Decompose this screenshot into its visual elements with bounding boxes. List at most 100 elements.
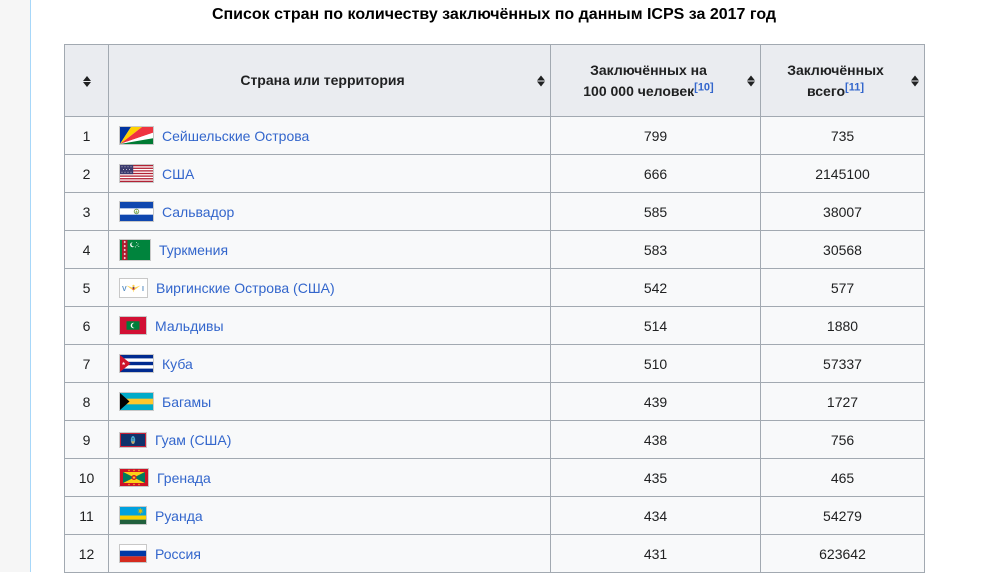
country-cell: Гуам (США) [109, 421, 551, 459]
rank-cell: 7 [65, 345, 109, 383]
column-header-country-label: Страна или территория [240, 72, 404, 88]
rank-cell: 10 [65, 459, 109, 497]
bahamas-flag-icon [120, 393, 153, 410]
total-cell: 57337 [761, 345, 925, 383]
rank-cell: 8 [65, 383, 109, 421]
country-cell: Сальвадор [109, 193, 551, 231]
country-link[interactable]: Россия [155, 546, 201, 562]
total-cell: 735 [761, 117, 925, 155]
column-header-total-label: Заключённых всего[11] [769, 60, 902, 102]
table-row: 7 Куба 510 57337 [65, 345, 925, 383]
country-link[interactable]: Туркмения [159, 242, 228, 258]
rate-cell: 431 [551, 535, 761, 573]
total-cell: 623642 [761, 535, 925, 573]
total-cell: 465 [761, 459, 925, 497]
country-cell: Куба [109, 345, 551, 383]
sort-icon[interactable] [83, 76, 91, 87]
country-cell: Гренада [109, 459, 551, 497]
country-link[interactable]: Гуам (США) [155, 432, 231, 448]
total-cell: 30568 [761, 231, 925, 269]
table-row: 6 Мальдивы 514 1880 [65, 307, 925, 345]
rank-cell: 1 [65, 117, 109, 155]
sort-icon[interactable] [747, 75, 755, 86]
country-link[interactable]: Гренада [157, 470, 211, 486]
country-cell: Виргинские Острова (США) [109, 269, 551, 307]
table-row: 10 Гренада 435 465 [65, 459, 925, 497]
guam-flag-icon [120, 433, 146, 447]
cuba-flag-icon [120, 355, 153, 372]
rate-cell: 514 [551, 307, 761, 345]
country-cell: Мальдивы [109, 307, 551, 345]
seychelles-flag-icon [120, 127, 153, 144]
reference-link-11[interactable]: [11] [845, 81, 864, 93]
country-link[interactable]: Багамы [162, 394, 211, 410]
table-row: 5 Виргинские Острова (США) 542 577 [65, 269, 925, 307]
rate-cell: 583 [551, 231, 761, 269]
country-cell: Россия [109, 535, 551, 573]
country-cell: США [109, 155, 551, 193]
rank-cell: 9 [65, 421, 109, 459]
rank-cell: 4 [65, 231, 109, 269]
country-link[interactable]: США [162, 166, 194, 182]
rate-cell: 510 [551, 345, 761, 383]
rank-cell: 11 [65, 497, 109, 535]
rank-cell: 3 [65, 193, 109, 231]
country-link[interactable]: Сальвадор [162, 204, 234, 220]
el-salvador-flag-icon [120, 202, 153, 221]
rwanda-flag-icon [120, 507, 146, 524]
total-cell: 756 [761, 421, 925, 459]
country-link[interactable]: Куба [162, 356, 193, 372]
sidebar-gutter [0, 0, 31, 572]
turkmenistan-flag-icon [120, 240, 150, 260]
sort-icon[interactable] [537, 75, 545, 86]
table-header-row: Страна или территория Заключённых на 100… [65, 45, 925, 117]
rank-cell: 6 [65, 307, 109, 345]
article-content: Список стран по количеству заключённых п… [64, 0, 924, 573]
country-link[interactable]: Руанда [155, 508, 203, 524]
rate-cell: 585 [551, 193, 761, 231]
country-cell: Сейшельские Острова [109, 117, 551, 155]
column-header-total[interactable]: Заключённых всего[11] [761, 45, 925, 117]
rate-cell: 666 [551, 155, 761, 193]
column-header-rate[interactable]: Заключённых на 100 000 человек[10] [551, 45, 761, 117]
rate-cell: 542 [551, 269, 761, 307]
usa-flag-icon [120, 165, 153, 182]
table-row: 12 Россия 431 623642 [65, 535, 925, 573]
column-header-rank[interactable] [65, 45, 109, 117]
russia-flag-icon [120, 545, 146, 562]
total-cell: 38007 [761, 193, 925, 231]
virgin-islands-flag-icon [120, 279, 147, 297]
table-caption: Список стран по количеству заключённых п… [64, 0, 924, 25]
total-cell: 1880 [761, 307, 925, 345]
maldives-flag-icon [120, 317, 146, 334]
rank-cell: 12 [65, 535, 109, 573]
prisoners-table: Страна или территория Заключённых на 100… [64, 44, 925, 573]
rank-cell: 5 [65, 269, 109, 307]
country-link[interactable]: Мальдивы [155, 318, 224, 334]
table-row: 11 Руанда 434 54279 [65, 497, 925, 535]
total-cell: 577 [761, 269, 925, 307]
rate-cell: 434 [551, 497, 761, 535]
country-link[interactable]: Виргинские Острова (США) [156, 280, 335, 296]
country-link[interactable]: Сейшельские Острова [162, 128, 309, 144]
table-row: 4 Туркмения 583 30568 [65, 231, 925, 269]
total-cell: 2145100 [761, 155, 925, 193]
grenada-flag-icon [120, 469, 148, 486]
reference-link-10[interactable]: [10] [694, 81, 714, 93]
rate-cell: 435 [551, 459, 761, 497]
column-header-country[interactable]: Страна или территория [109, 45, 551, 117]
table-row: 1 Сейшельские Острова 799 735 [65, 117, 925, 155]
table-row: 2 США 666 2145100 [65, 155, 925, 193]
rate-cell: 799 [551, 117, 761, 155]
total-cell: 54279 [761, 497, 925, 535]
table-row: 3 Сальвадор 585 38007 [65, 193, 925, 231]
table-row: 8 Багамы 439 1727 [65, 383, 925, 421]
sort-icon[interactable] [911, 75, 919, 86]
rank-cell: 2 [65, 155, 109, 193]
table-row: 9 Гуам (США) 438 756 [65, 421, 925, 459]
rate-cell: 438 [551, 421, 761, 459]
rate-cell: 439 [551, 383, 761, 421]
country-cell: Руанда [109, 497, 551, 535]
column-header-rate-label: Заключённых на 100 000 человек[10] [559, 60, 738, 102]
country-cell: Багамы [109, 383, 551, 421]
